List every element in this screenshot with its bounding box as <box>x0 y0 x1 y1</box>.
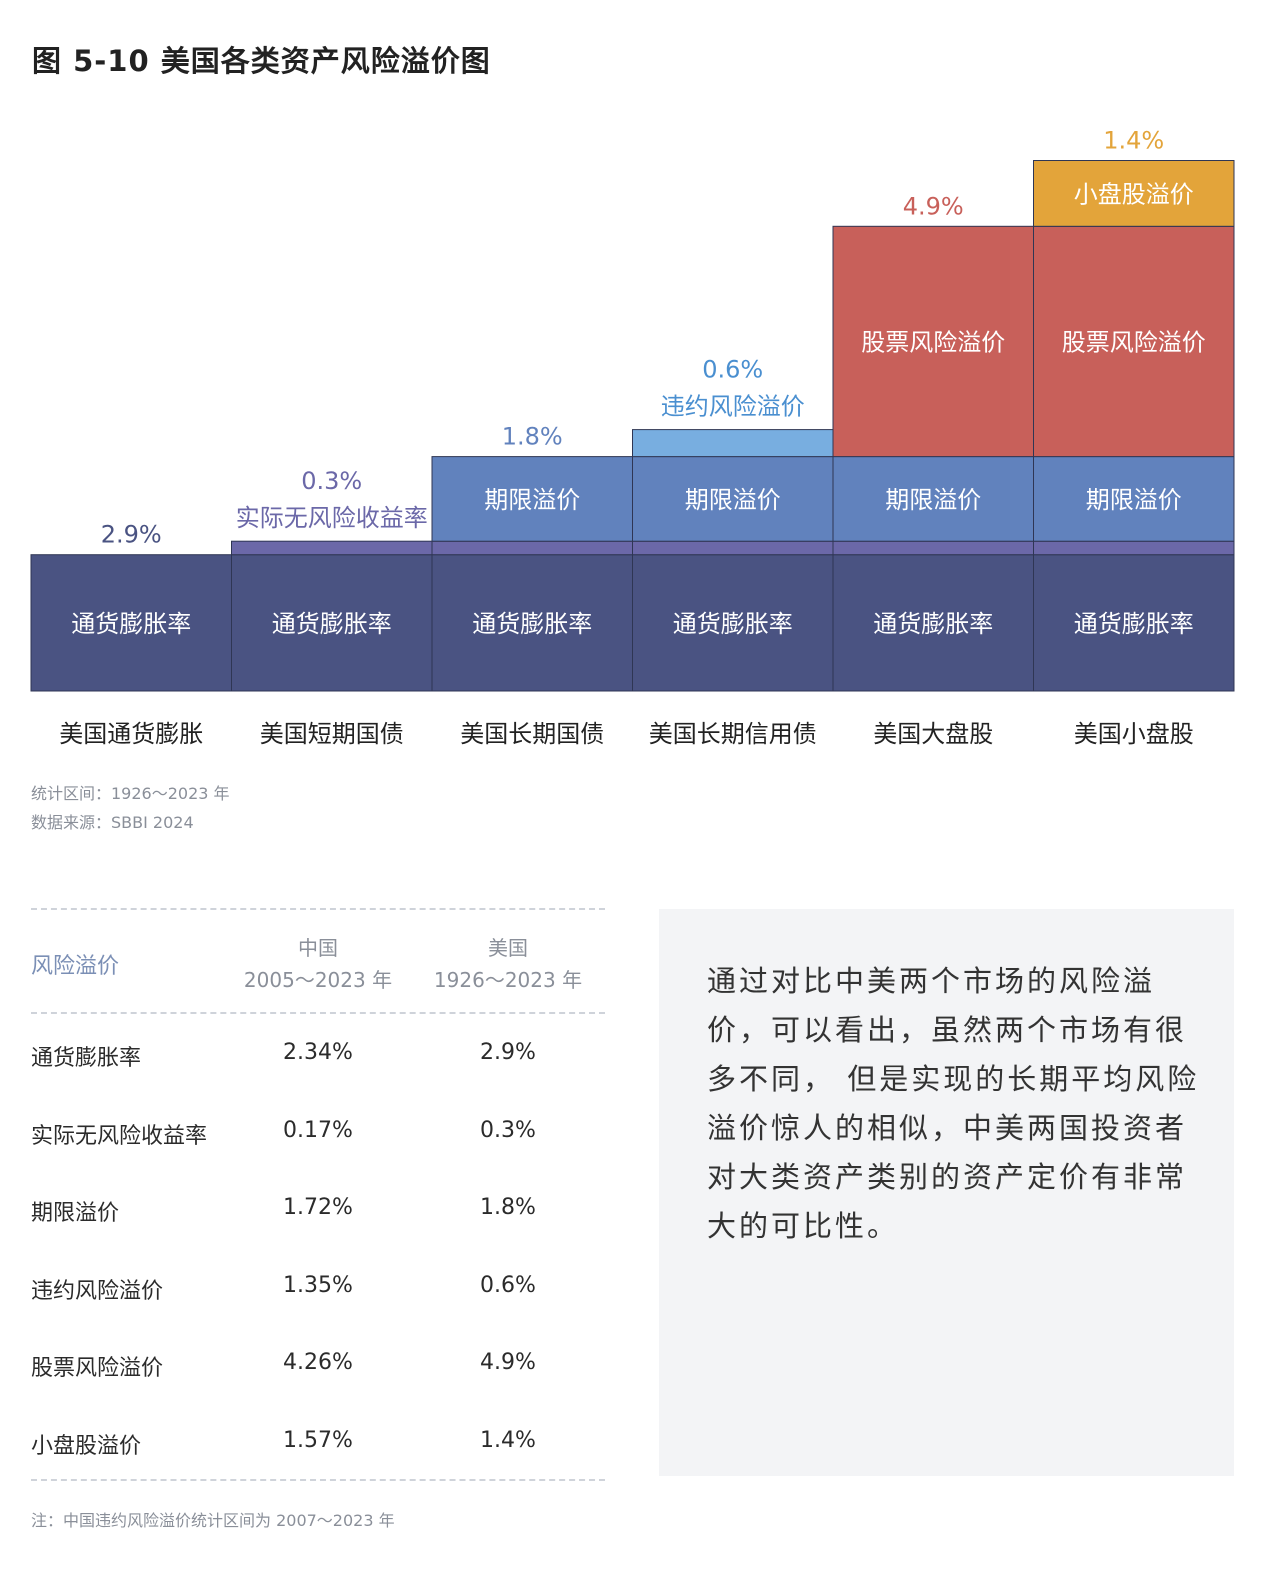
segment-label: 期限溢价 <box>1086 486 1182 514</box>
bar-segment-1-4 <box>832 540 1034 556</box>
row-china-value: 0.17% <box>283 1117 353 1143</box>
segment-label: 通货膨胀率 <box>873 610 993 638</box>
row-china-value: 1.57% <box>283 1427 353 1453</box>
row-label: 实际无风险收益率 <box>31 1123 208 1149</box>
bar-segment-1-1 <box>231 540 433 556</box>
row-us-value: 1.4% <box>480 1427 536 1453</box>
category-label: 美国长期国债 <box>460 720 604 748</box>
table-bottom-divider <box>31 1479 605 1481</box>
segment-label: 小盘股溢价 <box>1074 180 1194 208</box>
footnote: 注：中国违约风险溢价统计区间为 2007～2023 年 <box>31 1511 395 1530</box>
row-label: 股票风险溢价 <box>31 1356 164 1381</box>
table-row: 通货膨胀率 2.34% 2.9% <box>31 1014 605 1092</box>
table-row: 期限溢价 1.72% 1.8% <box>31 1169 605 1247</box>
table-row: 小盘股溢价 1.57% 1.4% <box>31 1402 605 1480</box>
source-note: 数据来源：SBBI 2024 <box>31 813 194 832</box>
top-sub-label: 违约风险溢价 <box>661 393 805 421</box>
bar-segment-2-3 <box>632 456 834 542</box>
row-us-value: 1.8% <box>480 1195 536 1220</box>
table-row: 违约风险溢价 1.35% 0.6% <box>31 1247 605 1325</box>
row-china-value: 1.35% <box>283 1272 353 1298</box>
comparison-table: 风险溢价 中国 2005～2023 年 美国 1926～2023 年 通货膨胀率… <box>31 908 605 1481</box>
top-value-label: 1.4% <box>1103 127 1164 155</box>
row-label: 通货膨胀率 <box>31 1046 142 1071</box>
row-us-value: 4.9% <box>480 1350 536 1375</box>
bar-segment-5-5 <box>1033 160 1235 227</box>
category-label: 美国长期信用债 <box>649 720 817 748</box>
bar-segment-2-5 <box>1033 456 1235 542</box>
row-us-value: 0.6% <box>480 1272 536 1298</box>
table-header: 风险溢价 中国 2005～2023 年 美国 1926～2023 年 <box>31 910 605 1012</box>
category-label: 美国通货膨胀 <box>59 720 203 748</box>
segment-label: 股票风险溢价 <box>1062 328 1206 356</box>
bar-segment-1-3 <box>632 540 834 556</box>
segment-label: 通货膨胀率 <box>1074 610 1194 638</box>
bar-segment-1-5 <box>1033 540 1235 556</box>
chart-notes: 统计区间：1926～2023 年 数据来源：SBBI 2024 <box>31 779 230 837</box>
bar-segment-0-4 <box>832 554 1034 692</box>
segment-label: 通货膨胀率 <box>272 610 392 638</box>
table-row: 实际无风险收益率 0.17% 0.3% <box>31 1092 605 1170</box>
header-us-label: 美国 <box>488 936 528 960</box>
category-label: 美国大盘股 <box>873 720 993 748</box>
header-us: 美国 1926～2023 年 <box>413 932 603 996</box>
segment-label: 期限溢价 <box>484 486 580 514</box>
bar-segment-0-1 <box>231 554 433 692</box>
segment-label: 期限溢价 <box>885 486 981 514</box>
commentary-panel: 通过对比中美两个市场的风险溢价，可以看出，虽然两个市场有很多不同， 但是实现的长… <box>659 909 1234 1476</box>
row-label: 违约风险溢价 <box>31 1278 164 1304</box>
top-value-label: 4.9% <box>903 192 964 220</box>
period-note: 统计区间：1926～2023 年 <box>31 784 230 803</box>
bar-segment-2-4 <box>832 456 1034 542</box>
header-us-period: 1926～2023 年 <box>433 968 583 992</box>
row-china-value: 4.26% <box>283 1350 353 1375</box>
row-label: 小盘股溢价 <box>31 1433 142 1459</box>
top-value-label: 0.3% <box>301 467 362 495</box>
top-value-label: 0.6% <box>702 356 763 384</box>
header-china-label: 中国 <box>298 936 338 960</box>
header-china-period: 2005～2023 年 <box>243 968 393 992</box>
row-us-value: 2.9% <box>480 1040 536 1065</box>
bar-segment-0-5 <box>1033 554 1235 692</box>
segment-label: 通货膨胀率 <box>673 610 793 638</box>
table-row: 股票风险溢价 4.26% 4.9% <box>31 1324 605 1402</box>
row-label: 期限溢价 <box>31 1201 120 1226</box>
top-sub-label: 实际无风险收益率 <box>236 504 428 532</box>
risk-premium-chart: 通货膨胀率美国通货膨胀通货膨胀率美国短期国债通货膨胀率期限溢价美国长期国债通货膨… <box>30 127 1235 748</box>
segment-label: 通货膨胀率 <box>472 610 592 638</box>
segment-label: 期限溢价 <box>685 486 781 514</box>
row-china-value: 2.34% <box>283 1040 353 1065</box>
category-label: 美国短期国债 <box>260 720 404 748</box>
row-china-value: 1.72% <box>283 1195 353 1220</box>
row-us-value: 0.3% <box>480 1117 536 1143</box>
figure-title: 图 5-10 美国各类资产风险溢价图 <box>32 44 491 78</box>
bar-segment-1-2 <box>431 540 633 556</box>
top-value-label: 2.9% <box>101 521 162 549</box>
bar-segment-3-3 <box>632 429 834 458</box>
table-top-divider <box>31 908 605 910</box>
commentary-text: 通过对比中美两个市场的风险溢价，可以看出，虽然两个市场有很多不同， 但是实现的长… <box>707 964 1200 1243</box>
bar-segment-4-4 <box>832 225 1034 458</box>
category-label: 美国小盘股 <box>1074 720 1194 748</box>
bar-segment-0-3 <box>632 554 834 692</box>
table-body: 通货膨胀率 2.34% 2.9% 实际无风险收益率 0.17% 0.3% 期限溢价 1.72%… <box>31 1014 605 1479</box>
header-risk-premium: 风险溢价 <box>31 954 120 979</box>
segment-label: 股票风险溢价 <box>861 328 1005 356</box>
header-china: 中国 2005～2023 年 <box>223 932 413 996</box>
bar-segment-0-0 <box>30 554 232 692</box>
bar-segment-2-2 <box>431 456 633 542</box>
table-header-divider <box>31 1012 605 1014</box>
segment-label: 通货膨胀率 <box>71 610 191 638</box>
bar-segment-4-5 <box>1033 225 1235 458</box>
top-value-label: 1.8% <box>502 423 563 451</box>
